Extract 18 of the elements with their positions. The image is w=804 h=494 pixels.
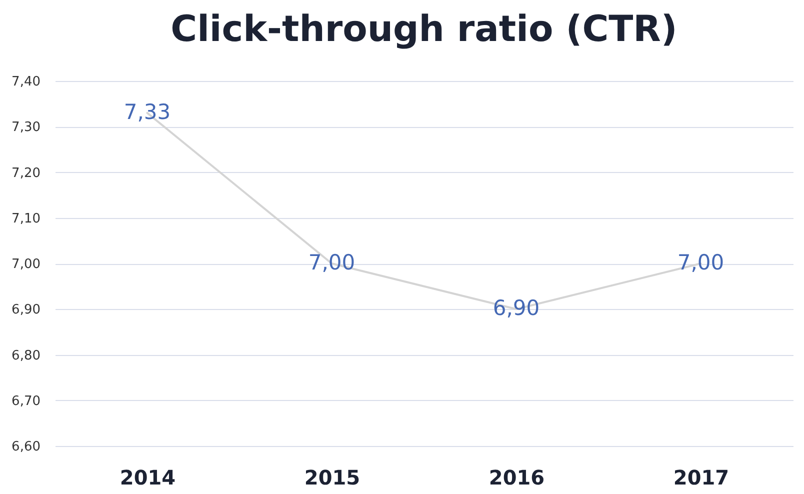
x-tick-label: 2014 [120, 466, 176, 490]
y-tick-label: 7,40 [12, 74, 40, 90]
y-tick-label: 7,30 [12, 120, 40, 136]
y-tick-label: 6,80 [12, 348, 40, 364]
y-tick-label: 7,10 [12, 211, 40, 226]
data-label: 7,00 [677, 250, 724, 274]
x-tick-label: 2017 [673, 466, 730, 490]
data-label: 7,00 [308, 250, 356, 274]
data-label: 6,90 [492, 296, 540, 320]
chart-title: Click-through ratio (CTR) [170, 9, 678, 50]
y-tick-label: 6,60 [12, 440, 40, 454]
y-tick-label: 7,20 [12, 166, 40, 181]
data-label: 7,33 [124, 100, 171, 124]
x-tick-label: 2016 [488, 466, 545, 490]
y-tick-label: 6,90 [12, 302, 40, 318]
x-tick-label: 2015 [304, 466, 360, 490]
y-tick-label: 6,70 [12, 394, 40, 409]
y-tick-label: 7,00 [12, 257, 40, 272]
